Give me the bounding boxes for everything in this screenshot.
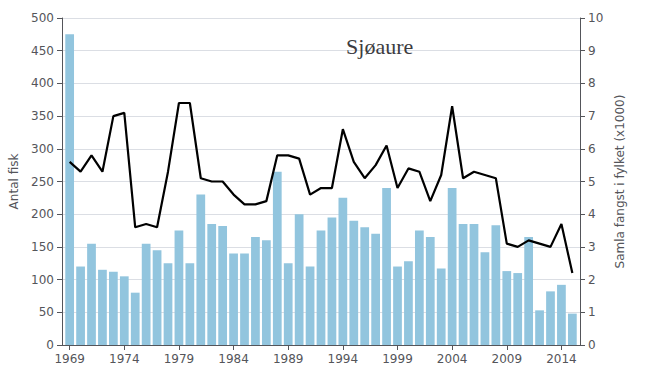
svg-text:1969: 1969: [54, 352, 85, 366]
svg-text:300: 300: [31, 142, 54, 156]
svg-text:150: 150: [31, 240, 54, 254]
svg-text:0: 0: [588, 338, 596, 352]
svg-text:1979: 1979: [164, 352, 195, 366]
svg-text:8: 8: [588, 76, 596, 90]
svg-text:9: 9: [588, 44, 596, 58]
svg-text:2014: 2014: [546, 352, 577, 366]
svg-text:4: 4: [588, 207, 596, 221]
svg-text:1974: 1974: [109, 352, 140, 366]
svg-text:500: 500: [31, 11, 54, 25]
svg-text:2: 2: [588, 273, 596, 287]
svg-text:Antal fisk: Antal fisk: [7, 154, 21, 210]
svg-text:1984: 1984: [218, 352, 249, 366]
svg-text:200: 200: [31, 207, 54, 221]
svg-text:Samla fangst i fylket (x1000): Samla fangst i fylket (x1000): [613, 95, 627, 269]
svg-text:6: 6: [588, 142, 596, 156]
svg-text:450: 450: [31, 44, 54, 58]
svg-text:10: 10: [588, 11, 603, 25]
svg-text:1999: 1999: [382, 352, 413, 366]
svg-text:0: 0: [46, 338, 54, 352]
svg-text:1994: 1994: [328, 352, 359, 366]
svg-text:Sjøaure: Sjøaure: [346, 34, 413, 59]
svg-text:100: 100: [31, 273, 54, 287]
svg-text:50: 50: [39, 305, 54, 319]
svg-text:5: 5: [588, 175, 596, 189]
svg-text:3: 3: [588, 240, 596, 254]
svg-text:1989: 1989: [273, 352, 304, 366]
svg-text:1: 1: [588, 305, 596, 319]
svg-text:400: 400: [31, 76, 54, 90]
svg-text:350: 350: [31, 109, 54, 123]
svg-text:2009: 2009: [492, 352, 523, 366]
svg-text:7: 7: [588, 109, 596, 123]
svg-text:250: 250: [31, 175, 54, 189]
svg-text:2004: 2004: [437, 352, 468, 366]
